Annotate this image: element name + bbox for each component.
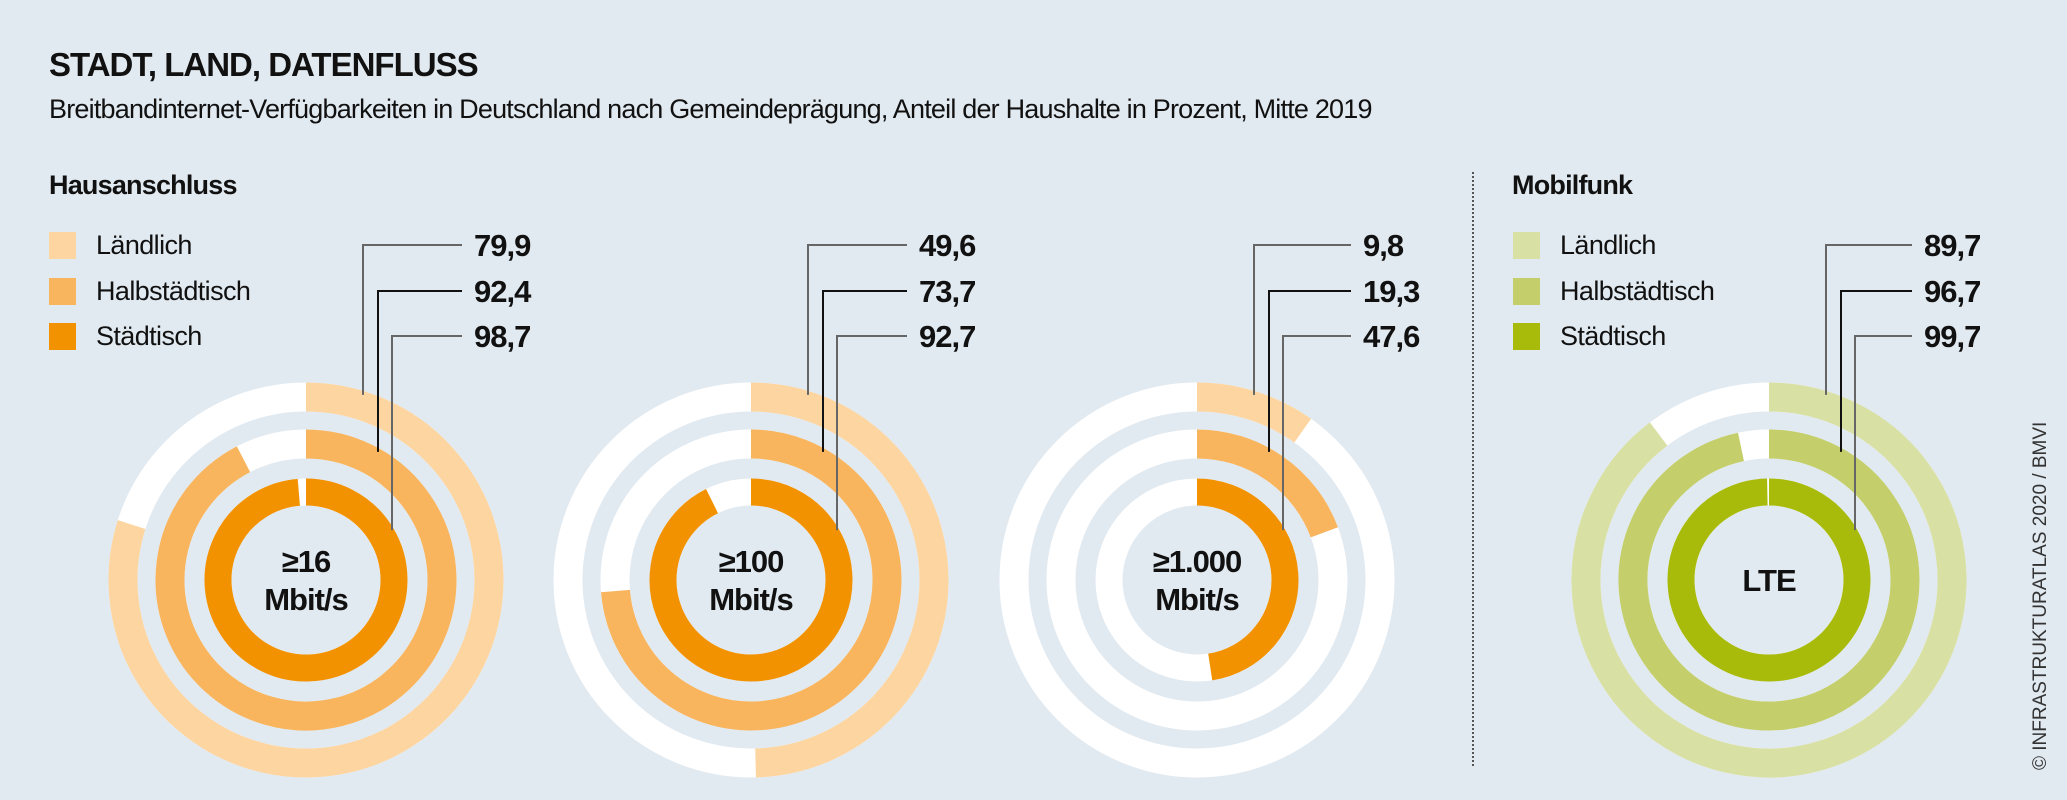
legend-label: Städtisch [96, 321, 202, 351]
legend-swatch [1513, 278, 1540, 305]
donut-center-label: Mbit/s [264, 582, 348, 617]
legend-swatch [49, 278, 76, 305]
chart-title: STADT, LAND, DATENFLUSS [49, 46, 479, 83]
donut-segment-halbstädtisch [1196, 429, 1338, 538]
donut-segment-ländlich [1196, 382, 1312, 443]
donut-segment-städtisch [649, 478, 853, 682]
donut-segment-halbstädtisch [601, 429, 902, 731]
legend-label: Ländlich [1560, 230, 1656, 260]
leader-line [822, 290, 907, 452]
legend-label: Ländlich [96, 230, 192, 260]
leader-line [377, 290, 462, 452]
data-label: 98,7 [474, 319, 530, 354]
leader-line [1854, 335, 1912, 531]
data-label: 99,7 [1924, 319, 1980, 354]
data-label: 47,6 [1363, 319, 1420, 354]
legend-label: Städtisch [1560, 321, 1666, 351]
donut-segment-ländlich [108, 382, 504, 778]
chart-subtitle: Breitbandinternet-Verfügbarkeiten in Deu… [49, 94, 1373, 124]
donut-segment-städtisch [1667, 478, 1871, 682]
leader-line [391, 335, 462, 531]
donut-center-label: ≥100 [719, 544, 784, 579]
legend-swatch [49, 232, 76, 259]
legend-swatch [1513, 323, 1540, 350]
leader-line [1268, 290, 1351, 452]
leader-line [1825, 244, 1912, 395]
donut-center-label: LTE [1742, 563, 1796, 598]
donut-center-label: ≥1.000 [1153, 544, 1242, 579]
donut-segment-halbstädtisch [1618, 429, 1920, 731]
data-label: 9,8 [1363, 228, 1404, 263]
donut-segment-halbstädtisch [155, 429, 457, 731]
donut-segment-städtisch [1196, 478, 1299, 681]
leader-line [362, 244, 462, 395]
donut-segment-ländlich [750, 382, 949, 778]
data-label: 73,7 [919, 274, 975, 309]
data-label: 49,6 [919, 228, 976, 263]
legend-item-staedtisch-mobil: Städtisch [1513, 321, 1666, 352]
legend-item-laendlich: Ländlich [49, 230, 192, 261]
leader-line [1840, 290, 1912, 452]
donut-segment-ländlich [1571, 382, 1967, 778]
leader-line [836, 335, 907, 531]
section-mobilfunk: Mobilfunk [1512, 170, 1633, 200]
section-divider [1472, 172, 1474, 766]
donut-center-label: Mbit/s [709, 582, 793, 617]
legend-item-staedtisch: Städtisch [49, 321, 202, 352]
data-label: 92,7 [919, 319, 975, 354]
legend-item-halbstaedtisch: Halbstädtisch [49, 276, 251, 307]
data-label: 92,4 [474, 274, 532, 309]
donut-segment-städtisch [204, 478, 408, 682]
section-hausanschluss: Hausanschluss [49, 170, 237, 200]
leader-line [1253, 244, 1351, 395]
legend-swatch [49, 323, 76, 350]
legend-swatch [1513, 232, 1540, 259]
donut-center-label: Mbit/s [1155, 582, 1239, 617]
data-label: 89,7 [1924, 228, 1980, 263]
data-label: 19,3 [1363, 274, 1420, 309]
donut-center-label: ≥16 [282, 544, 331, 579]
legend-item-laendlich-mobil: Ländlich [1513, 230, 1656, 261]
legend-label: Halbstädtisch [1560, 276, 1715, 306]
data-label: 96,7 [1924, 274, 1980, 309]
legend-item-halbstaedtisch-mobil: Halbstädtisch [1513, 276, 1715, 307]
leader-line [1282, 335, 1351, 531]
legend-label: Halbstädtisch [96, 276, 251, 306]
leader-line [807, 244, 907, 395]
data-label: 79,9 [474, 228, 531, 263]
